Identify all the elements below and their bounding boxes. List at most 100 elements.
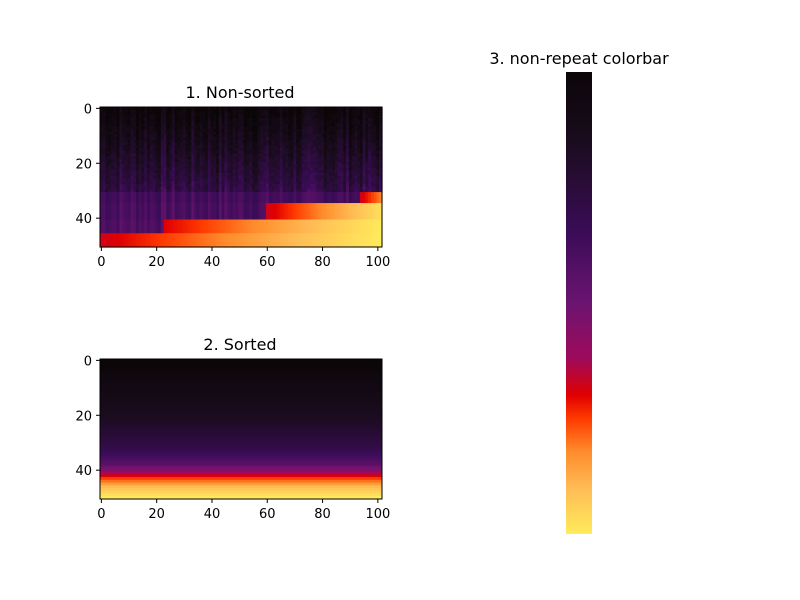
- heatmap-cell: [368, 115, 372, 119]
- heatmap-cell: [376, 170, 380, 174]
- heatmap-cell: [169, 230, 173, 234]
- heatmap-cell: [205, 142, 209, 147]
- heatmap-cell: [293, 164, 297, 168]
- heatmap-cell: [332, 123, 336, 127]
- heatmap-cell: [182, 128, 187, 133]
- heatmap-cell: [332, 214, 336, 218]
- heatmap-cell: [321, 189, 325, 193]
- heatmap-cell: [304, 172, 308, 177]
- heatmap-cell: [235, 194, 239, 199]
- heatmap-cell: [288, 192, 292, 196]
- heatmap-cell: [194, 161, 198, 166]
- heatmap-cell: [191, 230, 195, 234]
- heatmap-cell: [376, 150, 380, 155]
- heatmap-cell: [315, 214, 320, 218]
- heatmap-cell: [285, 200, 289, 204]
- heatmap-cell: [260, 183, 264, 188]
- heatmap-cell: [194, 131, 198, 136]
- heatmap-cell: [221, 219, 226, 223]
- heatmap-cell: [227, 227, 231, 232]
- heatmap-cell: [144, 230, 148, 234]
- heatmap-cell: [207, 134, 212, 138]
- heatmap-cell: [370, 161, 375, 166]
- heatmap-cell: [271, 233, 275, 237]
- heatmap-cell: [216, 186, 220, 190]
- heatmap-cell: [310, 225, 314, 229]
- heatmap-cell: [171, 131, 176, 136]
- heatmap-cell: [210, 156, 214, 160]
- heatmap-cell: [276, 230, 281, 234]
- heatmap-cell: [257, 194, 261, 199]
- heatmap-cell: [332, 128, 336, 133]
- heatmap-cell: [263, 128, 267, 133]
- heatmap-cell: [138, 197, 143, 201]
- heatmap-cell: [196, 167, 201, 171]
- heatmap-cell: [122, 134, 126, 138]
- heatmap-cell: [279, 150, 284, 155]
- heatmap-cell: [227, 181, 231, 185]
- heatmap-cell: [357, 192, 361, 196]
- heatmap-cell: [166, 214, 170, 218]
- heatmap-cell: [160, 128, 165, 133]
- heatmap-cell: [315, 170, 320, 174]
- heatmap-cell: [332, 117, 336, 122]
- heatmap-cell: [282, 233, 286, 237]
- heatmap-cell: [299, 148, 303, 152]
- heatmap-cell: [274, 170, 278, 174]
- heatmap-cell: [160, 197, 165, 201]
- heatmap-cell: [310, 112, 314, 116]
- heatmap-cell: [329, 205, 333, 210]
- heatmap-cell: [191, 148, 195, 152]
- heatmap-cell: [276, 208, 281, 212]
- heatmap-cell: [166, 128, 170, 133]
- heatmap-cell: [102, 227, 107, 232]
- heatmap-cell: [232, 194, 237, 199]
- heatmap-cell: [147, 222, 151, 226]
- heatmap-cell: [160, 150, 165, 155]
- heatmap-cell: [130, 205, 134, 210]
- heatmap-cell: [141, 197, 145, 201]
- heatmap-cell: [155, 225, 159, 229]
- heatmap-cell: [359, 161, 364, 166]
- heatmap-cell: [246, 148, 250, 152]
- heatmap-cell: [299, 161, 303, 166]
- heatmap-cell: [332, 183, 336, 188]
- heatmap-cell: [354, 186, 358, 190]
- heatmap-cell: [191, 167, 195, 171]
- heatmap-cell: [124, 131, 129, 136]
- heatmap-cell: [147, 139, 151, 144]
- heatmap-cell: [343, 205, 347, 210]
- heatmap-cell: [335, 175, 339, 179]
- heatmap-cell: [155, 233, 159, 237]
- heatmap-cell: [249, 181, 253, 185]
- heatmap-cell: [260, 175, 264, 179]
- heatmap-cell: [351, 123, 355, 127]
- heatmap-cell: [216, 175, 220, 179]
- heatmap-cell: [337, 200, 342, 204]
- heatmap-cell: [285, 203, 289, 207]
- heatmap-cell: [373, 120, 378, 125]
- heatmap-cell: [160, 238, 165, 243]
- heatmap-cell: [138, 109, 143, 114]
- heatmap-cell: [263, 197, 267, 201]
- heatmap-cell: [351, 134, 355, 138]
- heatmap-cell: [232, 126, 237, 130]
- heatmap-cell: [180, 222, 184, 226]
- heatmap-cell: [102, 134, 107, 138]
- heatmap-cell: [238, 192, 242, 196]
- heatmap-cell: [155, 214, 159, 218]
- heatmap-cell: [235, 117, 239, 122]
- heatmap-cell: [205, 186, 209, 190]
- heatmap-cell: [304, 189, 308, 193]
- heatmap-cell: [243, 148, 248, 152]
- heatmap-cell: [229, 230, 234, 234]
- heatmap-cell: [243, 214, 248, 218]
- heatmap-cell: [238, 153, 242, 158]
- heatmap-cell: [144, 203, 148, 207]
- heatmap-cell: [185, 178, 190, 182]
- heatmap-cell: [252, 203, 256, 207]
- heatmap-cell: [335, 178, 339, 182]
- heatmap-cell: [285, 189, 289, 193]
- heatmap-cell: [191, 153, 195, 158]
- heatmap-cell: [166, 126, 170, 130]
